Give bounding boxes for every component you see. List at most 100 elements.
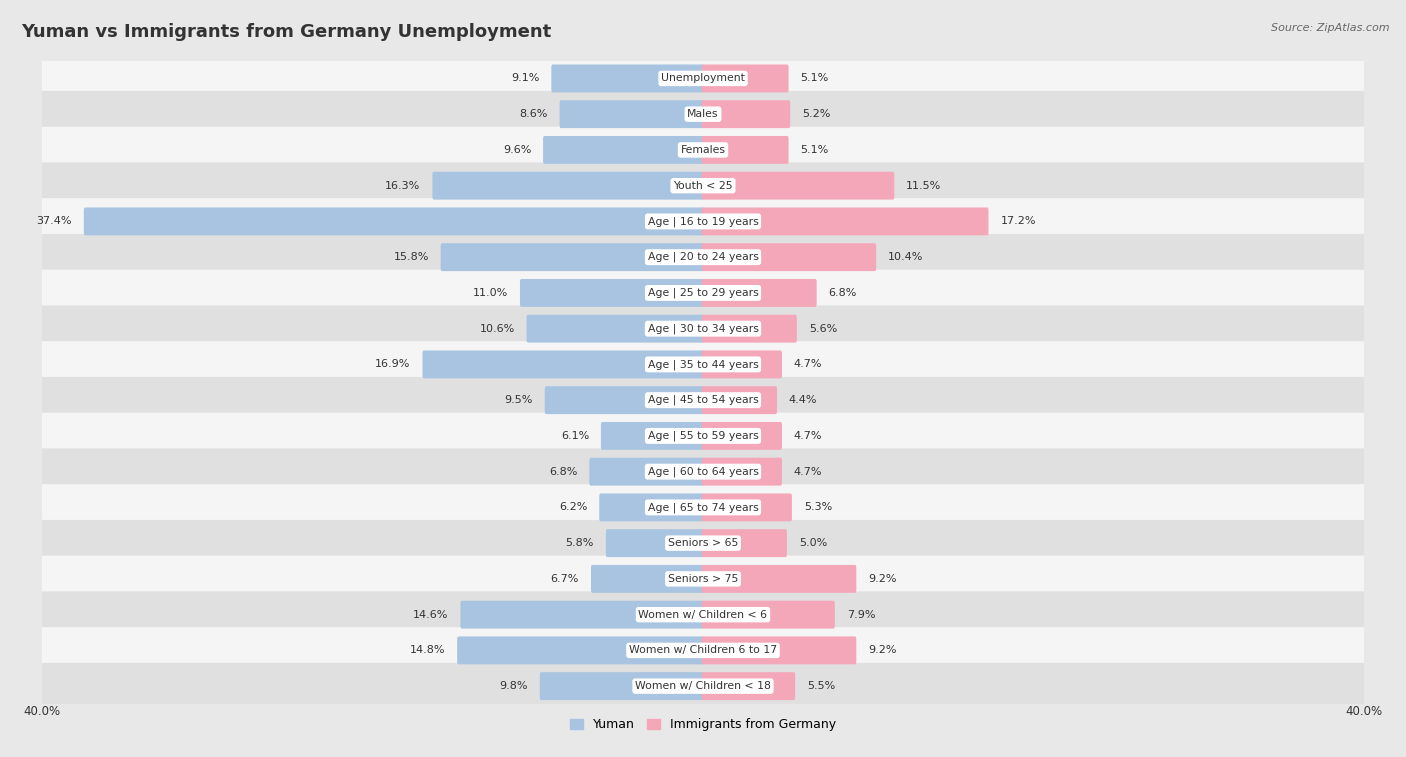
Text: 11.0%: 11.0%: [472, 288, 508, 298]
Text: 5.1%: 5.1%: [800, 145, 828, 155]
FancyBboxPatch shape: [702, 100, 790, 128]
FancyBboxPatch shape: [39, 55, 1367, 101]
Text: Females: Females: [681, 145, 725, 155]
Text: Women w/ Children < 6: Women w/ Children < 6: [638, 609, 768, 620]
Text: 4.4%: 4.4%: [789, 395, 817, 405]
FancyBboxPatch shape: [39, 163, 1367, 209]
Text: Age | 16 to 19 years: Age | 16 to 19 years: [648, 217, 758, 226]
Text: 6.2%: 6.2%: [560, 503, 588, 512]
FancyBboxPatch shape: [39, 484, 1367, 531]
Text: 9.5%: 9.5%: [505, 395, 533, 405]
Text: 6.8%: 6.8%: [828, 288, 856, 298]
FancyBboxPatch shape: [606, 529, 704, 557]
Text: 16.3%: 16.3%: [385, 181, 420, 191]
FancyBboxPatch shape: [39, 627, 1367, 674]
Legend: Yuman, Immigrants from Germany: Yuman, Immigrants from Germany: [565, 713, 841, 737]
FancyBboxPatch shape: [440, 243, 704, 271]
Text: 7.9%: 7.9%: [846, 609, 875, 620]
FancyBboxPatch shape: [39, 448, 1367, 495]
Text: 5.6%: 5.6%: [808, 324, 837, 334]
Text: Age | 65 to 74 years: Age | 65 to 74 years: [648, 502, 758, 512]
FancyBboxPatch shape: [39, 377, 1367, 423]
FancyBboxPatch shape: [702, 64, 789, 92]
Text: Age | 25 to 29 years: Age | 25 to 29 years: [648, 288, 758, 298]
Text: 6.1%: 6.1%: [561, 431, 589, 441]
FancyBboxPatch shape: [543, 136, 704, 164]
Text: 9.2%: 9.2%: [868, 574, 897, 584]
FancyBboxPatch shape: [702, 386, 778, 414]
Text: Age | 55 to 59 years: Age | 55 to 59 years: [648, 431, 758, 441]
Text: 4.7%: 4.7%: [794, 360, 823, 369]
Text: 4.7%: 4.7%: [794, 431, 823, 441]
FancyBboxPatch shape: [702, 172, 894, 200]
Text: 9.1%: 9.1%: [510, 73, 540, 83]
FancyBboxPatch shape: [520, 279, 704, 307]
FancyBboxPatch shape: [702, 315, 797, 343]
FancyBboxPatch shape: [39, 663, 1367, 709]
FancyBboxPatch shape: [39, 126, 1367, 173]
FancyBboxPatch shape: [39, 520, 1367, 566]
Text: 9.8%: 9.8%: [499, 681, 527, 691]
FancyBboxPatch shape: [599, 494, 704, 522]
Text: Seniors > 75: Seniors > 75: [668, 574, 738, 584]
Text: 8.6%: 8.6%: [519, 109, 548, 119]
FancyBboxPatch shape: [702, 422, 782, 450]
Text: Youth < 25: Youth < 25: [673, 181, 733, 191]
FancyBboxPatch shape: [702, 601, 835, 628]
FancyBboxPatch shape: [702, 350, 782, 378]
FancyBboxPatch shape: [433, 172, 704, 200]
Text: 6.7%: 6.7%: [551, 574, 579, 584]
FancyBboxPatch shape: [527, 315, 704, 343]
Text: 5.2%: 5.2%: [801, 109, 831, 119]
FancyBboxPatch shape: [591, 565, 704, 593]
FancyBboxPatch shape: [540, 672, 704, 700]
Text: 15.8%: 15.8%: [394, 252, 429, 262]
Text: 17.2%: 17.2%: [1001, 217, 1036, 226]
Text: 9.6%: 9.6%: [503, 145, 531, 155]
FancyBboxPatch shape: [422, 350, 704, 378]
Text: Males: Males: [688, 109, 718, 119]
FancyBboxPatch shape: [702, 458, 782, 485]
FancyBboxPatch shape: [702, 279, 817, 307]
FancyBboxPatch shape: [39, 269, 1367, 316]
FancyBboxPatch shape: [544, 386, 704, 414]
FancyBboxPatch shape: [39, 591, 1367, 638]
FancyBboxPatch shape: [39, 556, 1367, 602]
Text: 5.5%: 5.5%: [807, 681, 835, 691]
Text: 11.5%: 11.5%: [907, 181, 942, 191]
FancyBboxPatch shape: [702, 136, 789, 164]
FancyBboxPatch shape: [589, 458, 704, 485]
Text: 10.6%: 10.6%: [479, 324, 515, 334]
Text: 37.4%: 37.4%: [37, 217, 72, 226]
Text: Women w/ Children < 18: Women w/ Children < 18: [636, 681, 770, 691]
Text: 14.6%: 14.6%: [413, 609, 449, 620]
FancyBboxPatch shape: [551, 64, 704, 92]
FancyBboxPatch shape: [39, 413, 1367, 459]
Text: 5.1%: 5.1%: [800, 73, 828, 83]
Text: Age | 30 to 34 years: Age | 30 to 34 years: [648, 323, 758, 334]
Text: 10.4%: 10.4%: [889, 252, 924, 262]
FancyBboxPatch shape: [39, 305, 1367, 352]
Text: 16.9%: 16.9%: [375, 360, 411, 369]
Text: 40.0%: 40.0%: [1346, 705, 1382, 718]
FancyBboxPatch shape: [39, 341, 1367, 388]
FancyBboxPatch shape: [702, 565, 856, 593]
Text: 9.2%: 9.2%: [868, 646, 897, 656]
FancyBboxPatch shape: [39, 234, 1367, 280]
FancyBboxPatch shape: [702, 637, 856, 665]
Text: Seniors > 65: Seniors > 65: [668, 538, 738, 548]
FancyBboxPatch shape: [702, 494, 792, 522]
FancyBboxPatch shape: [461, 601, 704, 628]
FancyBboxPatch shape: [702, 207, 988, 235]
Text: 14.8%: 14.8%: [409, 646, 446, 656]
Text: Age | 35 to 44 years: Age | 35 to 44 years: [648, 359, 758, 369]
FancyBboxPatch shape: [702, 672, 796, 700]
FancyBboxPatch shape: [39, 91, 1367, 138]
Text: Unemployment: Unemployment: [661, 73, 745, 83]
FancyBboxPatch shape: [84, 207, 704, 235]
Text: Age | 60 to 64 years: Age | 60 to 64 years: [648, 466, 758, 477]
Text: Source: ZipAtlas.com: Source: ZipAtlas.com: [1271, 23, 1389, 33]
FancyBboxPatch shape: [702, 243, 876, 271]
FancyBboxPatch shape: [457, 637, 704, 665]
Text: Age | 45 to 54 years: Age | 45 to 54 years: [648, 395, 758, 406]
